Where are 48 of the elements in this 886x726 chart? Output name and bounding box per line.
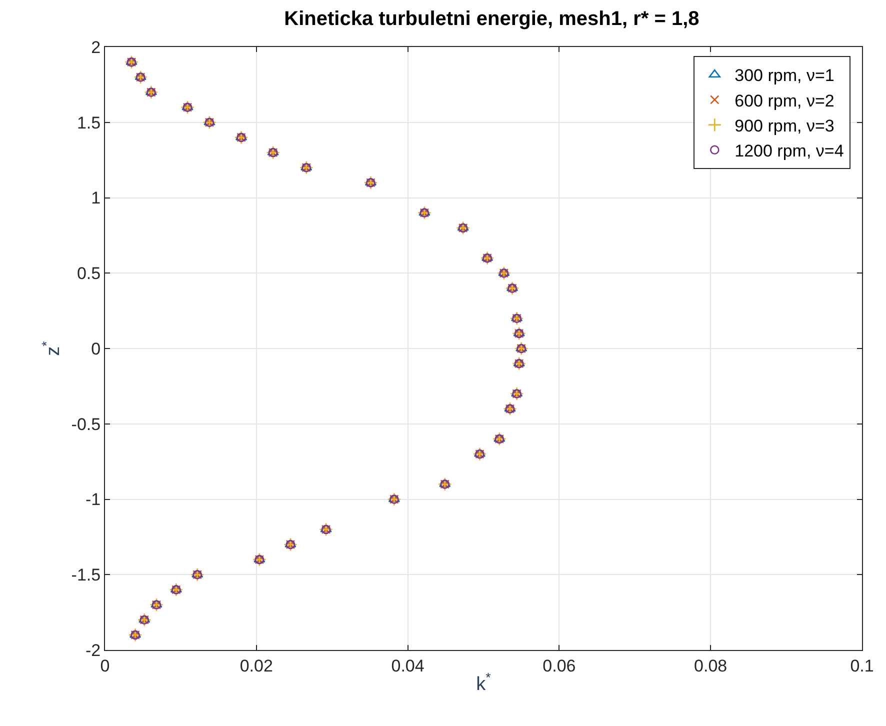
point [418,206,432,220]
point [124,55,138,70]
point [319,522,333,536]
point [492,432,506,446]
y-tick-label: 0 [91,339,101,358]
chart-title: Kineticka turbuletni energie, mesh1, r* = 1,8 [284,8,700,30]
legend-label: 1200 rpm, ν=4 [734,142,844,161]
x-tick-label: 0.04 [391,656,424,676]
point [144,85,158,100]
point [169,582,184,597]
point [496,266,511,280]
point [510,386,524,401]
y-tick-label: 2 [91,38,101,57]
x-tick-label: 0.1 [850,656,874,676]
x-tick-label: 0.06 [542,656,576,676]
point [514,342,528,356]
point [503,402,517,416]
point [480,251,494,265]
point [150,598,164,612]
point [505,281,520,296]
point [134,70,148,84]
x-axis-title: k$^{*}$ [476,670,491,696]
x-tick-label: 0.08 [694,656,728,676]
point [510,311,524,326]
point [387,492,402,506]
y-tick-label: -1 [85,490,101,510]
point [512,326,526,340]
point [180,100,194,114]
point [456,220,470,235]
y-tick-label: -1.5 [71,566,101,585]
point [472,447,487,461]
legend-label: 600 rpm, ν=2 [734,91,834,110]
point [512,356,526,371]
point [364,176,378,190]
legend-label: 900 rpm, ν=3 [734,116,834,136]
point [137,612,152,627]
point [438,477,452,492]
y-tick-label: 1.5 [76,113,101,132]
y-tick-label: 1 [91,188,101,208]
point [128,628,142,642]
point [234,130,248,144]
point [202,115,216,130]
legend-label: 300 rpm, ν=1 [734,66,834,86]
y-tick-label: -2 [85,640,101,660]
y-tick-label: -0.5 [71,414,101,434]
x-tick-label: 0.02 [240,656,273,676]
y-tick-label: 0.5 [76,264,101,284]
point [252,552,266,566]
